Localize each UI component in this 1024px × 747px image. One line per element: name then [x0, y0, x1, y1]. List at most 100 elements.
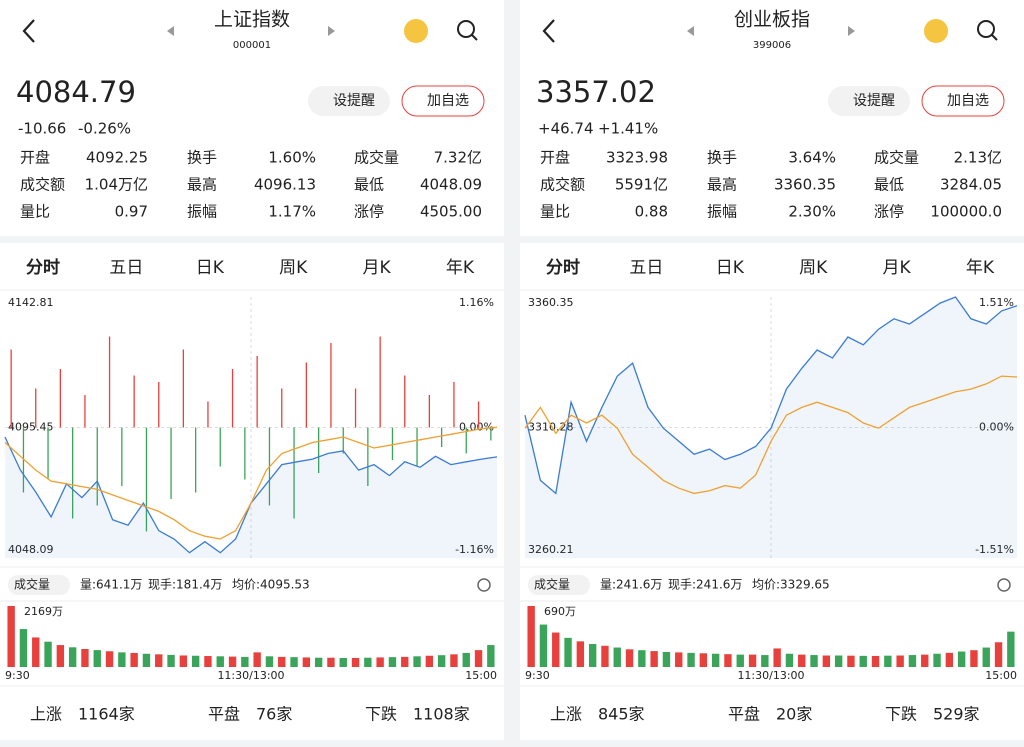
search-icon[interactable]	[457, 20, 475, 38]
volume-pill[interactable]	[8, 575, 70, 595]
y2-tick-label: -1.51%	[975, 543, 1014, 556]
tab[interactable]: 月K	[883, 258, 912, 278]
tab[interactable]: 五日	[629, 258, 663, 278]
volume-bar	[44, 641, 52, 667]
volume-bar	[933, 653, 941, 667]
stat-label: 振幅	[187, 203, 217, 221]
divider	[504, 0, 520, 747]
volume-bar	[253, 652, 261, 667]
volume-bar	[564, 637, 572, 667]
back-button[interactable]	[542, 19, 555, 43]
volume-bar	[638, 650, 646, 667]
tab[interactable]: 五日	[109, 258, 143, 278]
tab[interactable]: 日K	[196, 258, 225, 278]
watch-label: 加自选	[947, 93, 989, 109]
volume-bar	[351, 658, 360, 667]
volume-bar	[7, 606, 15, 667]
volume-max-label: 2169万	[24, 605, 63, 618]
volume-bar	[810, 655, 818, 667]
volume-bar	[687, 652, 695, 667]
volume-bar	[736, 654, 744, 667]
volume-bar	[487, 645, 495, 667]
price: 3357.02	[536, 75, 656, 109]
stat-value: 1.17%	[268, 203, 316, 221]
volume-bar	[662, 651, 671, 667]
volume-bar	[68, 647, 77, 667]
watch-button[interactable]	[401, 85, 485, 117]
alert-button[interactable]	[308, 86, 390, 116]
volume-bar	[1007, 631, 1015, 667]
volume-bar	[155, 654, 163, 667]
volume-bar	[921, 654, 929, 667]
tab[interactable]: 日K	[716, 258, 745, 278]
count-label: 上涨	[550, 705, 582, 724]
volume-bar	[130, 652, 138, 667]
volume-label: 成交量	[14, 577, 50, 592]
volume-info: 量:641.1万	[80, 578, 142, 592]
alert-button[interactable]	[828, 86, 910, 116]
search-icon[interactable]	[977, 20, 995, 38]
x-tick-label: 9:30	[525, 669, 550, 682]
tab[interactable]: 年K	[966, 258, 995, 278]
mascot-icon[interactable]	[404, 19, 428, 43]
stat-value: 3360.35	[774, 176, 836, 194]
stat-value: 100000.0	[930, 203, 1002, 221]
tab[interactable]: 年K	[446, 258, 475, 278]
volume-bar	[711, 653, 720, 667]
y-tick-label: 4048.09	[8, 543, 54, 556]
volume-bar	[773, 648, 781, 667]
tab[interactable]: 周K	[799, 258, 828, 278]
count-value: 76家	[256, 705, 292, 724]
watch-button[interactable]	[921, 85, 1005, 117]
volume-bar	[278, 656, 286, 667]
volume-bar	[798, 654, 806, 667]
series-line	[4, 426, 498, 540]
stat-value: 0.97	[115, 203, 148, 221]
stat-label: 成交额	[20, 176, 65, 194]
tab[interactable]: 周K	[279, 258, 308, 278]
next-arrow[interactable]	[848, 26, 855, 36]
y2-tick-label: -1.16%	[455, 543, 494, 556]
tab[interactable]: 月K	[363, 258, 392, 278]
next-arrow[interactable]	[328, 26, 335, 36]
stat-value: 7.32亿	[434, 149, 482, 167]
search-handle	[471, 34, 478, 41]
volume-info: 均价:4095.53	[232, 578, 310, 592]
stat-value: 0.88	[635, 203, 668, 221]
tab[interactable]: 分时	[26, 258, 60, 278]
count-label: 平盘	[208, 705, 240, 724]
prev-arrow[interactable]	[167, 26, 174, 36]
y2-tick-label: 0.00%	[459, 421, 494, 434]
volume-bar	[957, 651, 966, 667]
code: 000001	[233, 40, 271, 51]
settings-icon[interactable]	[997, 578, 1011, 592]
volume-bar	[761, 655, 769, 667]
y-tick-label: 4095.45	[8, 421, 54, 434]
prev-arrow[interactable]	[687, 26, 694, 36]
x-tick-label: 11:30/13:00	[217, 669, 284, 682]
volume-bar	[401, 656, 409, 667]
volume-pill[interactable]	[528, 575, 590, 595]
bottom-strip	[0, 740, 504, 747]
price-area	[525, 297, 1017, 558]
back-button[interactable]	[22, 19, 35, 43]
volume-bar	[601, 645, 609, 667]
stat-label: 振幅	[707, 203, 737, 221]
stat-label: 开盘	[20, 149, 50, 167]
volume-bar	[527, 606, 535, 667]
settings-icon[interactable]	[477, 578, 491, 592]
stat-label: 最低	[874, 176, 904, 194]
x-tick-label: 15:00	[985, 669, 1017, 682]
mascot-icon[interactable]	[924, 19, 948, 43]
tab[interactable]: 分时	[546, 258, 580, 278]
count-value: 845家	[598, 705, 645, 724]
volume-bar	[204, 656, 212, 667]
watch-label: 加自选	[427, 93, 469, 109]
stat-label: 涨停	[874, 203, 904, 221]
volume-bar	[216, 656, 224, 667]
volume-bar	[228, 656, 237, 667]
change-pct: +1.41%	[598, 120, 658, 138]
volume-bar	[539, 624, 548, 667]
